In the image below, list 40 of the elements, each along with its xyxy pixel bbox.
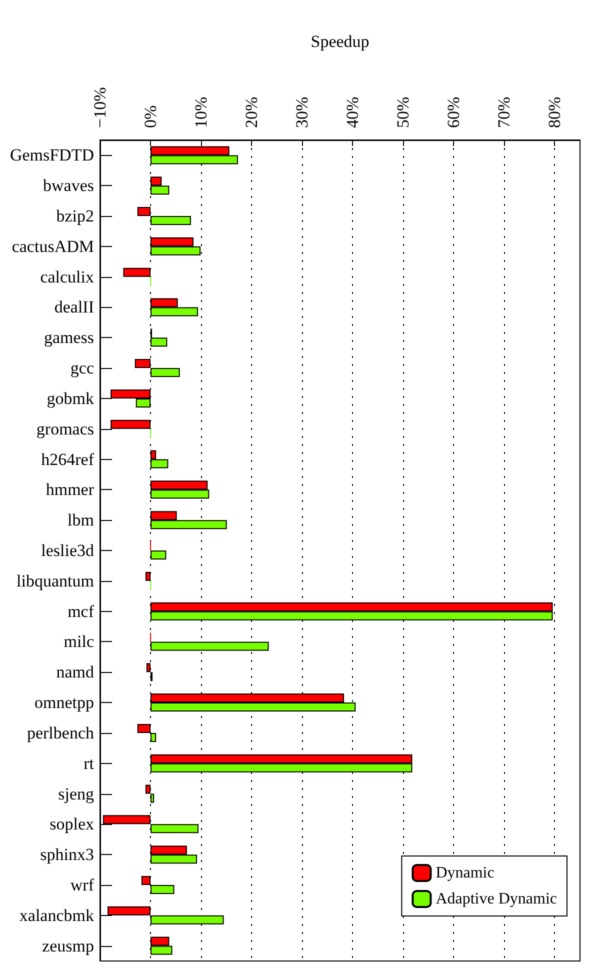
y-tick-label: sphinx3 [40,845,94,864]
x-tick-label: 70% [494,96,514,128]
y-tick-label: milc [64,632,94,652]
y-tick-label: soplex [50,814,94,834]
y-tick-label: leslie3d [41,541,94,560]
x-tick-label: 60% [444,96,464,128]
y-tick-label: gcc [70,358,94,378]
x-axis-title: Speedup [310,32,370,51]
y-tick-label: mcf [68,602,94,621]
x-tick-label: 10% [192,96,211,128]
y-tick-label: cactusADM [12,236,94,256]
y-tick-label: namd [56,662,94,682]
y-tick-label: bwaves [43,176,94,196]
y-tick-label: libquantum [16,571,94,590]
legend-label: Dynamic [436,864,494,882]
y-tick-label: h264ref [41,450,94,469]
y-tick-label: gobmk [46,388,94,408]
y-tick-label: dealII [54,298,94,317]
y-tick-label: perlbench [26,723,94,742]
y-tick-label: gromacs [36,419,94,438]
y-tick-label: gamess [44,328,94,348]
x-tick-label: 20% [242,96,262,128]
y-tick-label: calculix [40,267,94,286]
y-tick-label: GemsFDTD [10,146,94,165]
x-tick-label: 40% [343,96,362,128]
y-tick-label: omnetpp [34,693,94,712]
legend-label: Adaptive Dynamic [436,890,557,908]
y-tick-label: sjeng [58,784,94,804]
y-tick-label: lbm [68,510,94,530]
y-tick-label: xalancbmk [19,906,94,925]
x-tick-label: 50% [394,96,413,128]
y-tick-label: bzip2 [56,206,94,226]
y-tick-label: rt [84,754,94,773]
y-tick-label: zeusmp [42,936,94,956]
x-tick-label: 80% [545,96,564,128]
y-tick-label: hmmer [46,480,94,500]
x-tick-label: −10% [90,87,110,128]
x-tick-label: 30% [292,96,312,128]
y-tick-label: wrf [70,875,94,894]
x-tick-label: 0% [141,105,160,128]
